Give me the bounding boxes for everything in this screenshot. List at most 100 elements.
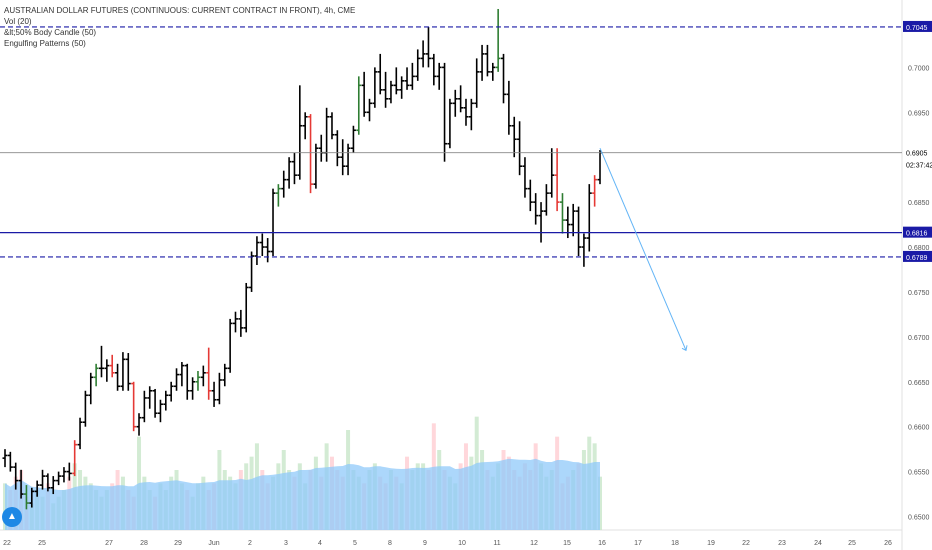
ohlc-bar — [131, 381, 137, 432]
x-tick-label: 24 — [814, 540, 822, 547]
x-tick-label: 18 — [671, 540, 679, 547]
ohlc-bar — [291, 152, 297, 185]
ohlc-bar — [18, 469, 24, 499]
ohlc-bar — [468, 98, 474, 131]
ohlc-bar — [249, 251, 255, 292]
ohlc-bar — [388, 80, 394, 104]
price-axis-panel — [902, 0, 932, 550]
ohlc-bar — [393, 67, 399, 95]
ohlc-bar — [367, 98, 373, 122]
ohlc-bar — [297, 85, 303, 180]
y-tick-label: 0.6550 — [908, 470, 930, 477]
ohlc-bar — [147, 386, 153, 409]
x-tick-label: 3 — [284, 540, 288, 547]
ohlc-bar — [356, 76, 362, 135]
x-tick-label: 27 — [105, 540, 113, 547]
ohlc-bar — [302, 112, 308, 140]
ohlc-bar — [415, 49, 421, 81]
ohlc-bar — [34, 480, 40, 497]
ohlc-bar — [404, 67, 410, 90]
ohlc-bar — [206, 347, 212, 400]
x-tick-label: 8 — [388, 540, 392, 547]
resistance-price-label-bg — [903, 20, 932, 32]
ohlc-bar — [157, 399, 163, 423]
ohlc-bar — [141, 390, 147, 423]
ohlc-bar — [452, 89, 458, 117]
support-price-label-bg — [903, 226, 932, 238]
ohlc-bar — [570, 203, 576, 237]
ohlc-bar — [377, 53, 383, 95]
ohlc-bar — [592, 175, 598, 207]
ohlc-bar — [265, 238, 271, 263]
ohlc-bar — [115, 363, 121, 391]
x-tick-label: 28 — [140, 540, 148, 547]
ohlc-bar — [66, 462, 72, 481]
ohlc-bar — [442, 62, 448, 162]
current-price-label-bg — [903, 146, 932, 158]
y-tick-label: 0.6850 — [908, 200, 930, 207]
ohlc-bar — [447, 98, 453, 149]
ohlc-bar — [61, 467, 67, 483]
x-tick-label: 29 — [174, 540, 182, 547]
tradingview-logo-icon: ▲ — [2, 507, 22, 527]
countdown-label: 02:37:42 — [906, 163, 932, 170]
x-tick-label: 22 — [742, 540, 750, 547]
ohlc-bar — [7, 451, 13, 472]
ohlc-bar — [517, 121, 523, 176]
ohlc-bar — [420, 40, 426, 68]
ohlc-bar — [13, 462, 19, 490]
support2-price-label-bg — [903, 250, 932, 262]
ohlc-bar — [136, 413, 142, 436]
chart-legend: AUSTRALIAN DOLLAR FUTURES (CONTINUOUS: C… — [4, 5, 355, 49]
projection-arrow-head — [681, 345, 688, 352]
x-tick-label: 23 — [778, 540, 786, 547]
ohlc-bar — [2, 449, 8, 468]
ohlc-bar — [586, 184, 592, 252]
x-tick-label: 25 — [848, 540, 856, 547]
ohlc-bar — [554, 148, 560, 212]
x-tick-label: 19 — [707, 540, 715, 547]
x-tick-label: 17 — [634, 540, 642, 547]
ohlc-bar — [190, 377, 196, 400]
ohlc-bar — [222, 363, 228, 387]
ohlc-bar — [56, 471, 62, 486]
resistance-price-label: 0.7045 — [906, 25, 928, 32]
x-tick-label: 9 — [423, 540, 427, 547]
projection-arrow-line — [599, 148, 687, 351]
ohlc-bar — [533, 193, 539, 225]
ohlc-bar — [200, 365, 206, 387]
legend-title: AUSTRALIAN DOLLAR FUTURES (CONTINUOUS: C… — [4, 6, 356, 15]
x-tick-label: 12 — [530, 540, 538, 547]
ohlc-bar — [281, 170, 287, 198]
ohlc-bar — [597, 150, 603, 185]
ohlc-bar — [334, 130, 340, 167]
ohlc-bar — [474, 58, 480, 108]
ohlc-bar — [98, 345, 104, 378]
ohlc-bar — [152, 388, 158, 418]
legend-indicator-engulfing: Engulfing Patterns (50) — [4, 39, 86, 48]
ohlc-bar — [29, 487, 35, 508]
y-tick-label: 0.6750 — [908, 290, 930, 297]
ohlc-bar — [270, 188, 276, 257]
ohlc-bar — [458, 85, 464, 113]
x-tick-label: 15 — [563, 540, 571, 547]
ohlc-bar — [527, 179, 533, 212]
y-tick-label: 0.6950 — [908, 110, 930, 117]
ohlc-bar — [431, 53, 437, 86]
legend-volume: Vol (20) — [4, 17, 32, 26]
ohlc-bar — [350, 125, 356, 153]
x-tick-label: 2 — [248, 540, 252, 547]
ohlc-bar — [565, 206, 571, 239]
ohlc-bar — [120, 352, 126, 391]
ohlc-bar — [40, 469, 46, 490]
ohlc-bar — [329, 112, 335, 140]
support-price-label: 0.6816 — [906, 231, 928, 238]
ohlc-bar — [50, 476, 56, 495]
ohlc-bar — [361, 71, 367, 117]
x-tick-label: 22 — [3, 540, 11, 547]
ohlc-bar — [23, 485, 29, 510]
ohlc-bar — [538, 202, 544, 243]
ohlc-bar — [88, 372, 94, 405]
ohlc-bar — [45, 473, 51, 492]
